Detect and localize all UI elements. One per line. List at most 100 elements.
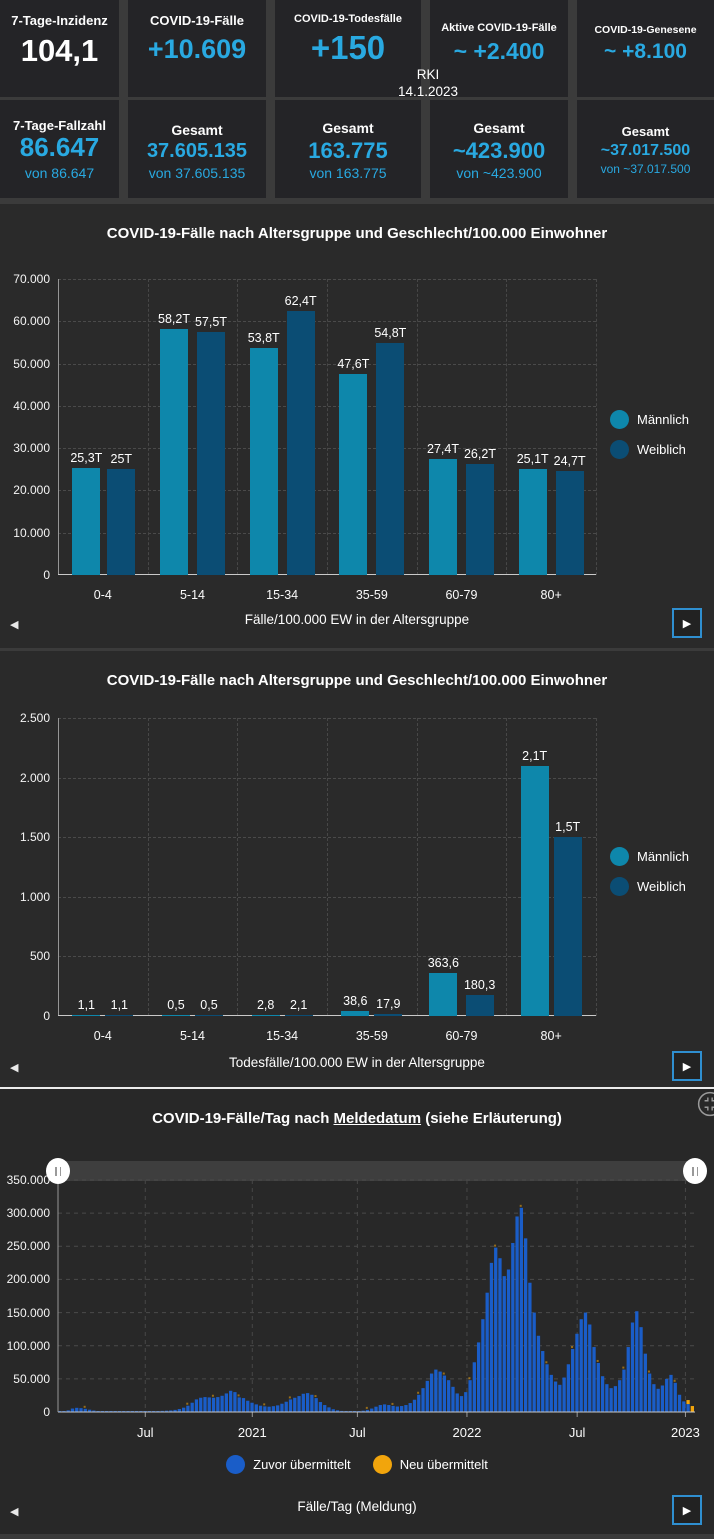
timeseries-bar[interactable] — [553, 1381, 558, 1412]
timeseries-bar[interactable] — [532, 1312, 536, 1412]
timeseries-bar[interactable] — [297, 1396, 301, 1412]
timeseries-bar[interactable] — [434, 1369, 438, 1412]
bar-männlich[interactable] — [72, 1015, 101, 1016]
timeseries-bar[interactable] — [528, 1282, 532, 1412]
timeseries-bar[interactable] — [271, 1406, 276, 1412]
timeseries-bar[interactable] — [677, 1394, 682, 1412]
timeseries-bar[interactable] — [652, 1384, 656, 1412]
timeseries-bar[interactable] — [186, 1405, 190, 1412]
bar-männlich[interactable] — [518, 468, 547, 575]
timeseries-bar[interactable] — [468, 1380, 472, 1412]
timeseries-bar[interactable] — [310, 1394, 314, 1412]
timeseries-bar[interactable] — [87, 1409, 92, 1412]
timeseries-bar[interactable] — [613, 1386, 618, 1412]
timeseries-bar[interactable] — [476, 1342, 481, 1412]
bar-männlich[interactable] — [429, 972, 458, 1016]
slider-handle-right[interactable] — [683, 1158, 707, 1184]
bar-weiblich[interactable] — [107, 469, 136, 575]
timeseries-bar[interactable] — [211, 1397, 216, 1412]
timeseries-bar[interactable] — [485, 1292, 489, 1412]
timeseries-bar[interactable] — [686, 1404, 690, 1412]
timeseries-bar[interactable] — [280, 1403, 284, 1412]
timeseries-bar[interactable] — [571, 1349, 575, 1412]
bar-weiblich[interactable] — [376, 343, 405, 575]
timeseries-bar[interactable] — [421, 1388, 425, 1412]
timeseries-bar[interactable] — [160, 1410, 164, 1412]
timeseries-bar[interactable] — [340, 1410, 344, 1412]
timeseries-bar[interactable] — [647, 1373, 652, 1412]
timeseries-bar[interactable] — [391, 1405, 395, 1412]
timeseries-bar[interactable] — [494, 1247, 498, 1412]
timeseries-bar[interactable] — [438, 1371, 442, 1412]
timeseries-bar[interactable] — [408, 1403, 412, 1412]
timeseries-bar[interactable] — [622, 1369, 626, 1412]
timeseries-bar[interactable] — [455, 1393, 459, 1412]
timeseries-bar[interactable] — [609, 1388, 613, 1412]
timeseries-bar[interactable] — [331, 1409, 335, 1412]
timeseries-bar[interactable] — [246, 1400, 250, 1412]
timeseries-bar[interactable] — [177, 1409, 181, 1412]
bar-weiblich[interactable] — [553, 837, 582, 1016]
timeseries-bar[interactable] — [233, 1392, 237, 1412]
timeseries-bar[interactable] — [241, 1398, 246, 1412]
timeseries-bar[interactable] — [288, 1399, 293, 1412]
timeseries-bar[interactable] — [207, 1397, 211, 1412]
timeseries-bar[interactable] — [643, 1353, 647, 1412]
timeseries-bar[interactable] — [400, 1406, 404, 1412]
bar-weiblich[interactable] — [555, 470, 584, 575]
bar-weiblich[interactable] — [465, 994, 494, 1016]
meldedatum-link[interactable]: Meldedatum — [333, 1110, 422, 1127]
bar-weiblich[interactable] — [196, 331, 225, 575]
timeseries-bar[interactable] — [318, 1402, 323, 1412]
timeseries-bar[interactable] — [181, 1407, 186, 1412]
timeseries-bar[interactable] — [519, 1207, 523, 1412]
timeseries-bar[interactable] — [665, 1378, 669, 1412]
timeseries-bar[interactable] — [690, 1406, 694, 1412]
slider-handle-left[interactable] — [46, 1158, 70, 1184]
timeseries-bar[interactable] — [79, 1408, 83, 1412]
timeseries-bar[interactable] — [224, 1393, 229, 1412]
timeseries-bar[interactable] — [502, 1276, 506, 1412]
timeseries-bar[interactable] — [630, 1322, 635, 1412]
timeseries-bar[interactable] — [669, 1374, 673, 1412]
timeseries-bar[interactable] — [327, 1407, 331, 1412]
next-arrow-button[interactable]: ▶ — [672, 1051, 702, 1081]
timeseries-bar[interactable] — [75, 1407, 79, 1412]
timeseries-bar[interactable] — [66, 1410, 70, 1412]
bar-weiblich[interactable] — [194, 1015, 223, 1016]
timeseries-bar[interactable] — [447, 1380, 451, 1412]
timeseries-bar[interactable] — [682, 1401, 686, 1412]
timeseries-bar[interactable] — [263, 1406, 267, 1412]
timeseries-bar[interactable] — [229, 1390, 233, 1412]
timeseries-bar[interactable] — [498, 1258, 502, 1412]
timeseries-bar[interactable] — [404, 1405, 408, 1412]
time-range-slider[interactable] — [46, 1158, 707, 1184]
timeseries-bar[interactable] — [83, 1408, 87, 1412]
bar-männlich[interactable] — [341, 1011, 370, 1016]
bar-männlich[interactable] — [251, 1015, 280, 1016]
timeseries-bar[interactable] — [639, 1327, 643, 1412]
timeseries-bar[interactable] — [442, 1375, 447, 1412]
bar-weiblich[interactable] — [286, 311, 315, 575]
timeseries-bar[interactable] — [216, 1397, 220, 1412]
bar-weiblich[interactable] — [105, 1015, 134, 1016]
timeseries-bar[interactable] — [276, 1405, 280, 1412]
bar-männlich[interactable] — [249, 347, 278, 575]
timeseries-bar[interactable] — [237, 1397, 241, 1412]
timeseries-bar[interactable] — [370, 1408, 374, 1412]
timeseries-bar[interactable] — [335, 1410, 340, 1412]
timeseries-bar[interactable] — [203, 1397, 207, 1412]
timeseries-bar[interactable] — [558, 1384, 562, 1412]
timeseries-bar[interactable] — [626, 1347, 630, 1412]
timeseries-bar[interactable] — [305, 1393, 310, 1412]
timeseries-bar[interactable] — [70, 1408, 75, 1412]
prev-arrow-icon[interactable]: ◀ — [10, 619, 19, 631]
timeseries-bar[interactable] — [169, 1410, 173, 1412]
timeseries-bar[interactable] — [459, 1396, 464, 1412]
timeseries-bar[interactable] — [673, 1382, 677, 1412]
timeseries-bar[interactable] — [618, 1380, 622, 1412]
timeseries-bar[interactable] — [566, 1364, 571, 1412]
prev-arrow-icon[interactable]: ◀ — [10, 1062, 19, 1074]
timeseries-bar[interactable] — [361, 1410, 365, 1412]
timeseries-bar[interactable] — [250, 1402, 254, 1412]
